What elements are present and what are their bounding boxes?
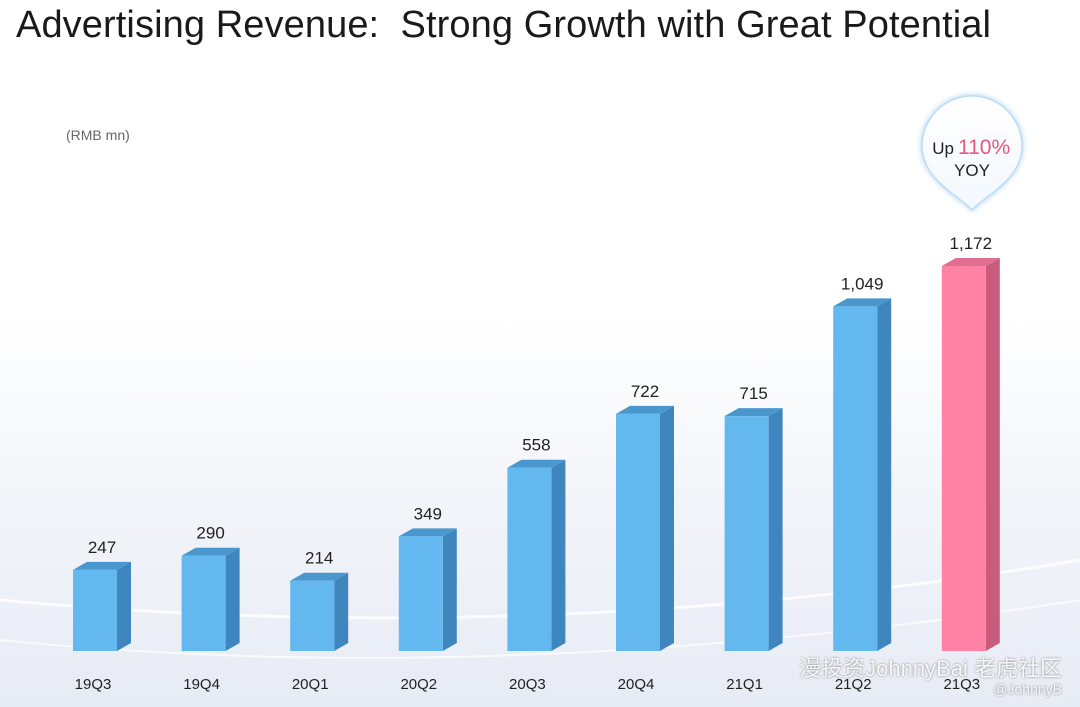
bar-20Q1	[290, 572, 349, 651]
bar-top	[73, 561, 131, 570]
data-label: 722	[631, 382, 659, 401]
x-tick-label: 19Q3	[75, 676, 112, 693]
bar-front	[941, 265, 986, 651]
watermark-line1: 漫投资JohnnyBai 老虎社区	[799, 656, 1062, 682]
x-tick-label: 19Q4	[183, 676, 220, 693]
x-tick-label: 20Q1	[292, 676, 329, 693]
bar-top	[181, 547, 240, 556]
bar-side	[660, 405, 674, 651]
x-tick-label: 20Q3	[509, 676, 546, 693]
callout-value: 110%	[958, 136, 1010, 159]
bar-side	[551, 459, 566, 651]
data-label: 1,172	[950, 234, 993, 253]
bar-side	[442, 528, 457, 651]
bar-21Q1	[724, 408, 783, 651]
bar-side	[225, 547, 240, 651]
bar-front	[833, 306, 878, 651]
watermark: 漫投资JohnnyBai 老虎社区 @JohnnyB	[799, 657, 1062, 697]
bar-21Q2	[833, 298, 892, 651]
data-label: 290	[196, 524, 224, 543]
yoy-callout: Up 110% YOY	[921, 95, 1023, 212]
bar-side	[117, 561, 131, 651]
unit-label: (RMB mn)	[66, 127, 130, 143]
bar-19Q3	[73, 561, 131, 651]
bar-side	[768, 408, 783, 651]
x-tick-label: 20Q4	[618, 676, 655, 693]
bar-side	[334, 572, 349, 651]
bar-front	[290, 580, 335, 651]
x-tick-label: 20Q2	[400, 676, 437, 693]
bar-top	[724, 408, 783, 417]
bar-top	[616, 405, 674, 414]
bar-20Q4	[616, 405, 674, 651]
data-label: 715	[739, 384, 767, 403]
x-tick-label: 21Q3	[943, 676, 980, 693]
bar-front	[73, 569, 117, 651]
page-title: Advertising Revenue: Strong Growth with …	[16, 4, 992, 46]
x-tick-label: 21Q2	[835, 676, 872, 693]
bar-front	[616, 413, 660, 651]
bar-top	[398, 528, 457, 537]
bar-21Q3	[941, 257, 1000, 651]
bar-20Q2	[398, 528, 457, 651]
bar-side	[985, 257, 1000, 651]
data-label: 214	[305, 549, 333, 568]
data-label: 1,049	[841, 274, 884, 293]
bar-19Q4	[181, 547, 240, 651]
data-label: 349	[414, 504, 442, 523]
bar-top	[833, 298, 892, 307]
callout-suffix: YOY	[954, 161, 990, 180]
bar-top	[941, 257, 1000, 266]
bars-group: 247 19Q3 290 19Q4 214 20Q1 349 20Q2 558 20Q3 722 20…	[73, 234, 1000, 693]
bar-front	[181, 555, 226, 651]
callout-prefix: Up	[932, 139, 954, 158]
bar-top	[507, 459, 566, 468]
bar-front	[724, 416, 769, 651]
bar-20Q3	[507, 459, 566, 651]
callout-bubble	[921, 95, 1023, 212]
watermark-line2: @JohnnyB	[993, 680, 1062, 697]
data-label: 247	[88, 538, 116, 557]
bar-front	[507, 467, 552, 651]
bar-side	[877, 298, 892, 651]
bar-front	[398, 536, 443, 651]
x-tick-label: 21Q1	[726, 676, 763, 693]
bar-top	[290, 572, 349, 581]
data-label: 558	[522, 436, 550, 455]
